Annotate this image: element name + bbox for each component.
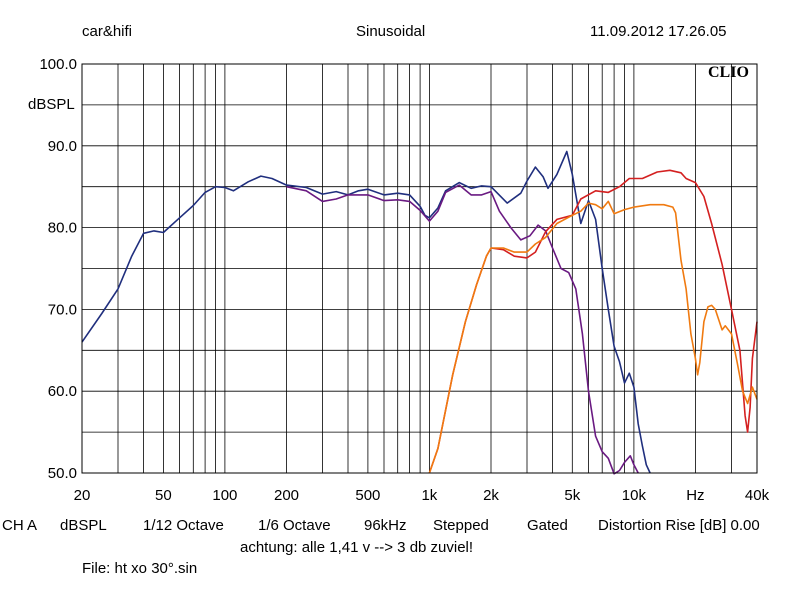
chart-grid	[81, 64, 758, 473]
x-tick-label: 40k	[745, 487, 770, 504]
x-tick-label: 100	[212, 487, 237, 504]
chart-labels: 100.0 90.0 80.0 70.0 60.0 50.0 20 50 100 200 500 1k…	[39, 56, 769, 504]
x-tick-label: 5k	[564, 487, 580, 504]
series-purple-line	[286, 184, 639, 475]
y-tick-label: 50.0	[48, 465, 77, 482]
x-tick-label: 500	[355, 487, 380, 504]
x-tick-label: 20	[74, 487, 91, 504]
series-orange-line	[428, 200, 758, 474]
x-tick-label: Hz	[686, 487, 704, 504]
header-left: car&hifi	[82, 23, 133, 40]
header-right: 11.09.2012 17.26.05	[590, 23, 727, 40]
plot-frame	[81, 63, 758, 474]
footer-gating: Gated	[527, 517, 568, 534]
series-red-line	[428, 169, 758, 474]
y-tick-label: 70.0	[48, 301, 77, 318]
chart-curves	[81, 150, 758, 475]
footer-rate: 96kHz	[364, 517, 407, 534]
x-tick-label: 1k	[421, 487, 437, 504]
x-tick-label: 10k	[622, 487, 647, 504]
header-center: Sinusoidal	[356, 23, 426, 40]
footer-channel: CH A	[2, 517, 38, 534]
x-tick-label: 200	[274, 487, 299, 504]
y-tick-label: 80.0	[48, 220, 77, 237]
footer-file: File: ht xo 30°.sin	[82, 560, 198, 577]
y-axis-label: dBSPL	[28, 96, 75, 113]
y-tick-label: 60.0	[48, 383, 77, 400]
footer-smoothing: 1/12 Octave	[143, 517, 224, 534]
y-tick-label: 90.0	[48, 138, 77, 155]
footer-note: achtung: alle 1,41 v --> 3 db zuviel!	[240, 539, 474, 556]
series-blue-line	[81, 150, 651, 474]
y-tick-label: 100.0	[39, 56, 77, 73]
x-tick-label: 2k	[483, 487, 499, 504]
footer-unit: dBSPL	[60, 517, 107, 534]
footer-mode: Stepped	[433, 517, 489, 534]
x-tick-label: 50	[155, 487, 172, 504]
clio-brand-logo: CLIO	[708, 64, 749, 81]
footer-distortion: Distortion Rise [dB] 0.00	[598, 517, 760, 534]
footer-resolution: 1/6 Octave	[258, 517, 331, 534]
